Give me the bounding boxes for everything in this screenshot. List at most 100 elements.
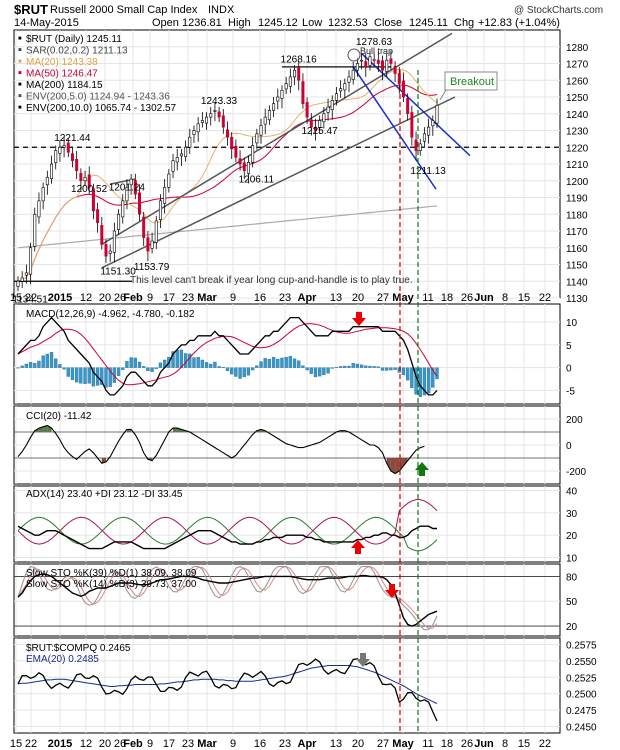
candle-body [389,58,393,64]
candle-body [272,103,276,111]
macd-histogram-bar [401,367,406,376]
macd-histogram-bar [213,361,217,368]
macd-histogram-bar [410,367,414,388]
macd-histogram-bar [422,367,427,396]
macd-panel [16,312,439,397]
macd-histogram-bar [171,351,175,368]
candle-body [70,153,74,161]
macd-histogram-bar [271,356,276,368]
price-x-label: 26 [461,292,473,304]
macd-histogram-bar [58,364,62,368]
ratio-panel [17,653,438,722]
macd-histogram-bar [129,357,133,368]
bottom-x-label: May [392,738,414,750]
macd-histogram-bar [250,367,255,371]
y-tick-label: 1210 [566,160,589,171]
chart-watermark: @ StockCharts.com [514,5,603,16]
candle-body [24,272,28,276]
bottom-x-label: Feb [123,738,143,750]
macd-histogram-bar [238,367,242,379]
macd-histogram-bar [158,362,163,368]
candle-body [167,173,171,188]
y-tick-label: 10 [566,554,578,565]
macd-histogram-bar [406,367,410,381]
event-lines [399,70,419,733]
price-point-label: 1206.11 [239,175,275,186]
y-tick-label: 1230 [566,127,589,138]
bottom-x-label: 15 [518,738,530,750]
macd-histogram-bar [91,367,96,387]
candle-body [318,120,322,129]
price-x-label: Feb [123,292,143,304]
legend-swatch: ■ [18,71,22,77]
candle-body [238,158,242,165]
macd-histogram-bar [267,359,272,368]
y-tick-label: 1260 [566,76,589,87]
y-tick-label: 20 [566,531,578,542]
candle-body [154,220,158,243]
channel-lower [101,96,456,269]
ohlc-chg-label: Chg [454,17,474,29]
price-x-label: 12 [80,292,92,304]
ohlc-chg-value: +12.83 (+1.04%) [478,17,560,29]
bull-trap-label: Bull trap [360,46,393,56]
candle-body [37,200,41,218]
bottom-x-label: 22 [25,738,37,750]
price-x-label: 23 [182,292,194,304]
candle-body [376,59,380,64]
y-tick-label: 0.2525 [566,673,597,684]
y-tick-label: 1270 [566,60,589,71]
macd-histogram-bar [280,357,284,368]
candle-body [267,110,271,121]
candle-body [427,126,431,136]
candle-body [393,65,397,74]
y-tick-label: 0.2475 [566,706,597,717]
candle-body [339,88,343,92]
macd-histogram-bar [204,362,209,368]
bottom-x-label: 9 [147,738,153,750]
candle-body [96,209,100,223]
macd-histogram-bar [234,367,238,377]
macd-histogram-bar [322,367,326,376]
price-point-label: 1268.16 [281,55,318,66]
adx-line [17,525,437,550]
ohlc-open-value: 1236.81 [182,17,222,29]
panel-title-ema: EMA(20) 0.2485 [26,654,99,665]
macd-histogram-bar [242,367,246,378]
y-tick-label: 0.2450 [566,722,597,733]
macd-histogram-bar [225,367,230,372]
candle-body [184,146,188,157]
price-x-label: 17 [163,292,175,304]
y-tick-label: 40 [566,486,578,497]
bull-trap-annotation: Bull trap [347,46,393,62]
macd-histogram-bar [246,367,251,376]
legend-swatch: ■ [18,36,22,42]
candle-body [381,60,385,71]
y-tick-label: 1160 [566,244,588,255]
ohlc-high-value: 1245.12 [258,17,298,29]
candle-body [372,59,376,61]
macd-histogram-bar [297,360,301,368]
chart-date: 14-May-2015 [14,17,79,29]
candle-body [276,96,280,102]
y-tick-label: 30 [566,509,578,520]
candle-body [133,180,137,195]
candle-body [75,159,79,171]
panel-frame-adx [13,485,561,563]
falling-channel-upper [361,52,471,157]
candle-body [41,187,45,202]
stochastic-sell-arrow [385,584,399,598]
macd-histogram-bar [347,365,351,368]
price-x-label: 23 [279,292,291,304]
candle-body [293,69,297,78]
candle-body [91,188,95,212]
macd-histogram-bar [192,357,196,368]
candle-body [347,76,351,83]
macd-histogram-bar [33,363,37,368]
candle-body [368,56,372,66]
candle-body [50,163,54,180]
macd-histogram-bar [426,367,431,394]
panel-title: CCI(20) -11.42 [26,411,92,422]
ratio-signal-arrow [356,653,370,667]
macd-histogram-bar [133,357,137,368]
